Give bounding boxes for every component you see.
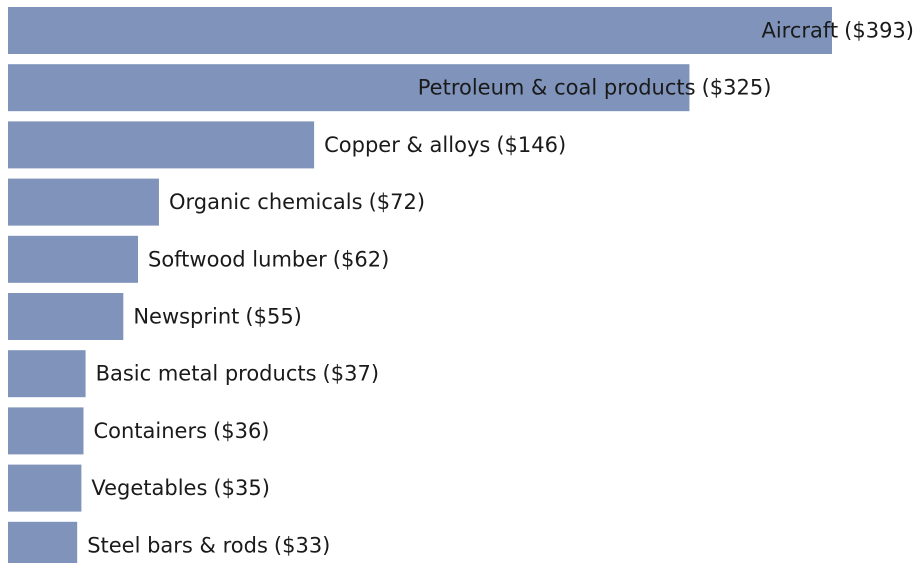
category-label: Steel bars & rods: [87, 533, 268, 557]
bar-label: Basic metal products ($37): [96, 362, 379, 386]
bar-label: Petroleum & coal products ($325): [418, 76, 772, 100]
category-label: Copper & alloys: [324, 133, 490, 157]
category-label: Vegetables: [91, 476, 207, 500]
bar-label: Steel bars & rods ($33): [87, 533, 330, 557]
value-label: ($35): [213, 476, 269, 500]
value-label: ($393): [844, 19, 914, 43]
value-label: ($146): [496, 133, 566, 157]
category-label: Organic chemicals: [169, 190, 363, 214]
bar-label: Newsprint ($55): [133, 305, 302, 329]
category-label: Softwood lumber: [148, 247, 327, 271]
bar: [8, 407, 84, 455]
bar: [8, 521, 78, 563]
bar-label: Organic chemicals ($72): [169, 190, 425, 214]
value-label: ($36): [213, 419, 269, 443]
value-label: ($33): [274, 533, 330, 557]
value-label: ($325): [702, 76, 772, 100]
bar-label: Copper & alloys ($146): [324, 133, 566, 157]
bar: [8, 235, 138, 283]
category-label: Newsprint: [133, 305, 239, 329]
bar: [8, 350, 86, 398]
value-label: ($37): [323, 362, 379, 386]
bar-label: Softwood lumber ($62): [148, 247, 389, 271]
bar: [8, 64, 690, 112]
bar: [8, 293, 124, 340]
bar-label: Containers ($36): [93, 419, 269, 443]
value-label: ($72): [369, 190, 425, 214]
bar: [8, 464, 82, 512]
category-label: Petroleum & coal products: [418, 76, 696, 100]
category-label: Aircraft: [761, 19, 838, 43]
bar-label: Vegetables ($35): [91, 476, 270, 500]
bar: [8, 7, 832, 54]
bar: [8, 178, 159, 226]
value-label: ($55): [245, 305, 301, 329]
bar: [8, 121, 315, 169]
value-label: ($62): [333, 247, 389, 271]
bar-label: Aircraft ($393): [761, 19, 914, 43]
category-label: Containers: [93, 419, 207, 443]
category-label: Basic metal products: [96, 362, 317, 386]
